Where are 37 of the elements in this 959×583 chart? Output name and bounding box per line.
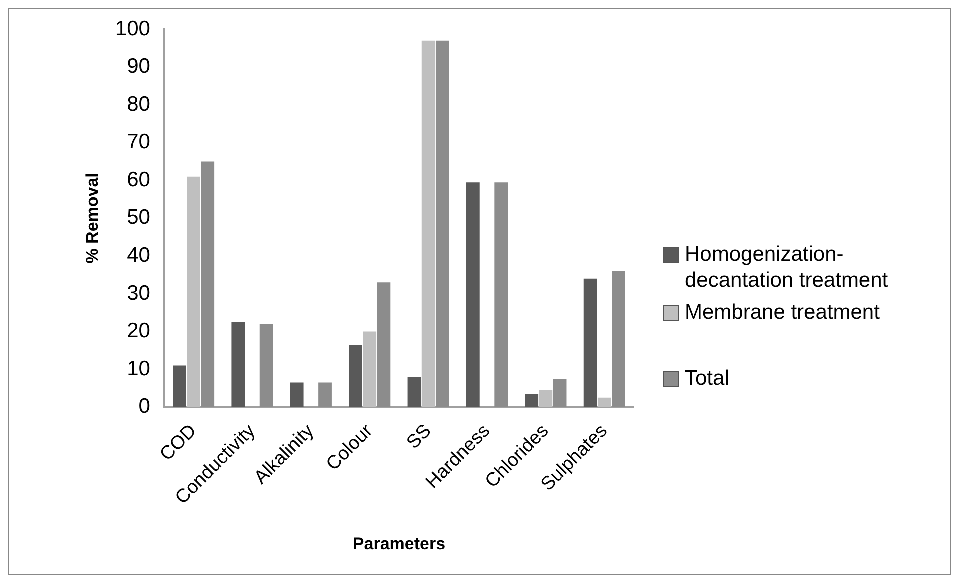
x-axis-title: Parameters [352,534,446,554]
bar [436,40,450,408]
bar [173,366,186,408]
bar [584,278,598,408]
y-tick-label: 70 [127,130,150,154]
legend-label: Membrane treatment [685,300,880,326]
bar [232,322,246,408]
bar [525,394,539,408]
y-tick-label: 60 [127,168,150,192]
bar [260,324,274,408]
bar [408,377,422,408]
bar [363,332,377,408]
bar [612,271,626,408]
y-tick-label: 100 [115,17,150,40]
y-tick-label: 80 [127,92,150,116]
y-tick-label: 40 [127,244,150,268]
y-tick-label: 30 [127,282,150,305]
bar [422,40,436,408]
bar [349,344,362,408]
legend-label: Homogenization-decantation treatment [685,242,890,294]
y-axis-title: % Removal [82,173,102,264]
bar [553,378,567,408]
bar [377,282,391,408]
y-tick-label: 90 [127,55,150,78]
bar [466,182,480,408]
legend-label: Total [685,366,730,392]
bar [201,162,215,408]
y-tick-label: 10 [127,357,150,380]
bar [539,390,553,408]
bar [187,176,200,408]
bar [290,382,304,408]
bar [598,398,612,408]
y-tick-label: 0 [138,395,150,418]
bar [318,382,332,408]
y-tick-label: 50 [127,206,150,230]
y-tick-label: 20 [127,320,150,343]
bar [494,182,508,408]
